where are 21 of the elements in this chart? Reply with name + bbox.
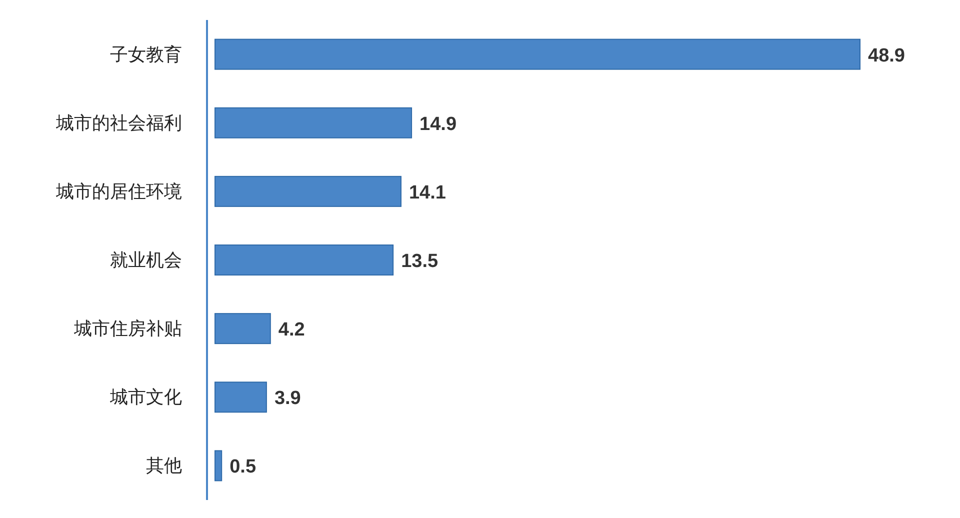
data-label: 4.2 [278,320,305,341]
y-tick-label: 城市文化 [109,387,182,408]
y-tick-label: 城市的居住环境 [55,181,182,202]
bar [214,382,267,413]
bar [214,176,402,207]
data-label: 14.1 [408,182,446,204]
y-tick-label: 就业机会 [110,250,182,270]
bar [214,107,412,138]
data-label: 14.9 [420,114,457,135]
bar [214,313,271,344]
bar [214,244,394,276]
data-label: 13.5 [401,251,438,272]
data-label: 48.9 [868,45,905,66]
y-tick-label: 子女教育 [110,44,182,64]
bar [214,38,860,70]
y-tick-label: 城市住房补贴 [73,318,182,339]
bar [214,450,222,482]
data-label: 0.5 [230,456,256,478]
y-tick-label: 其他 [146,456,182,476]
y-tick-label: 城市的社会福利 [55,112,182,133]
data-label: 3.9 [274,388,301,410]
